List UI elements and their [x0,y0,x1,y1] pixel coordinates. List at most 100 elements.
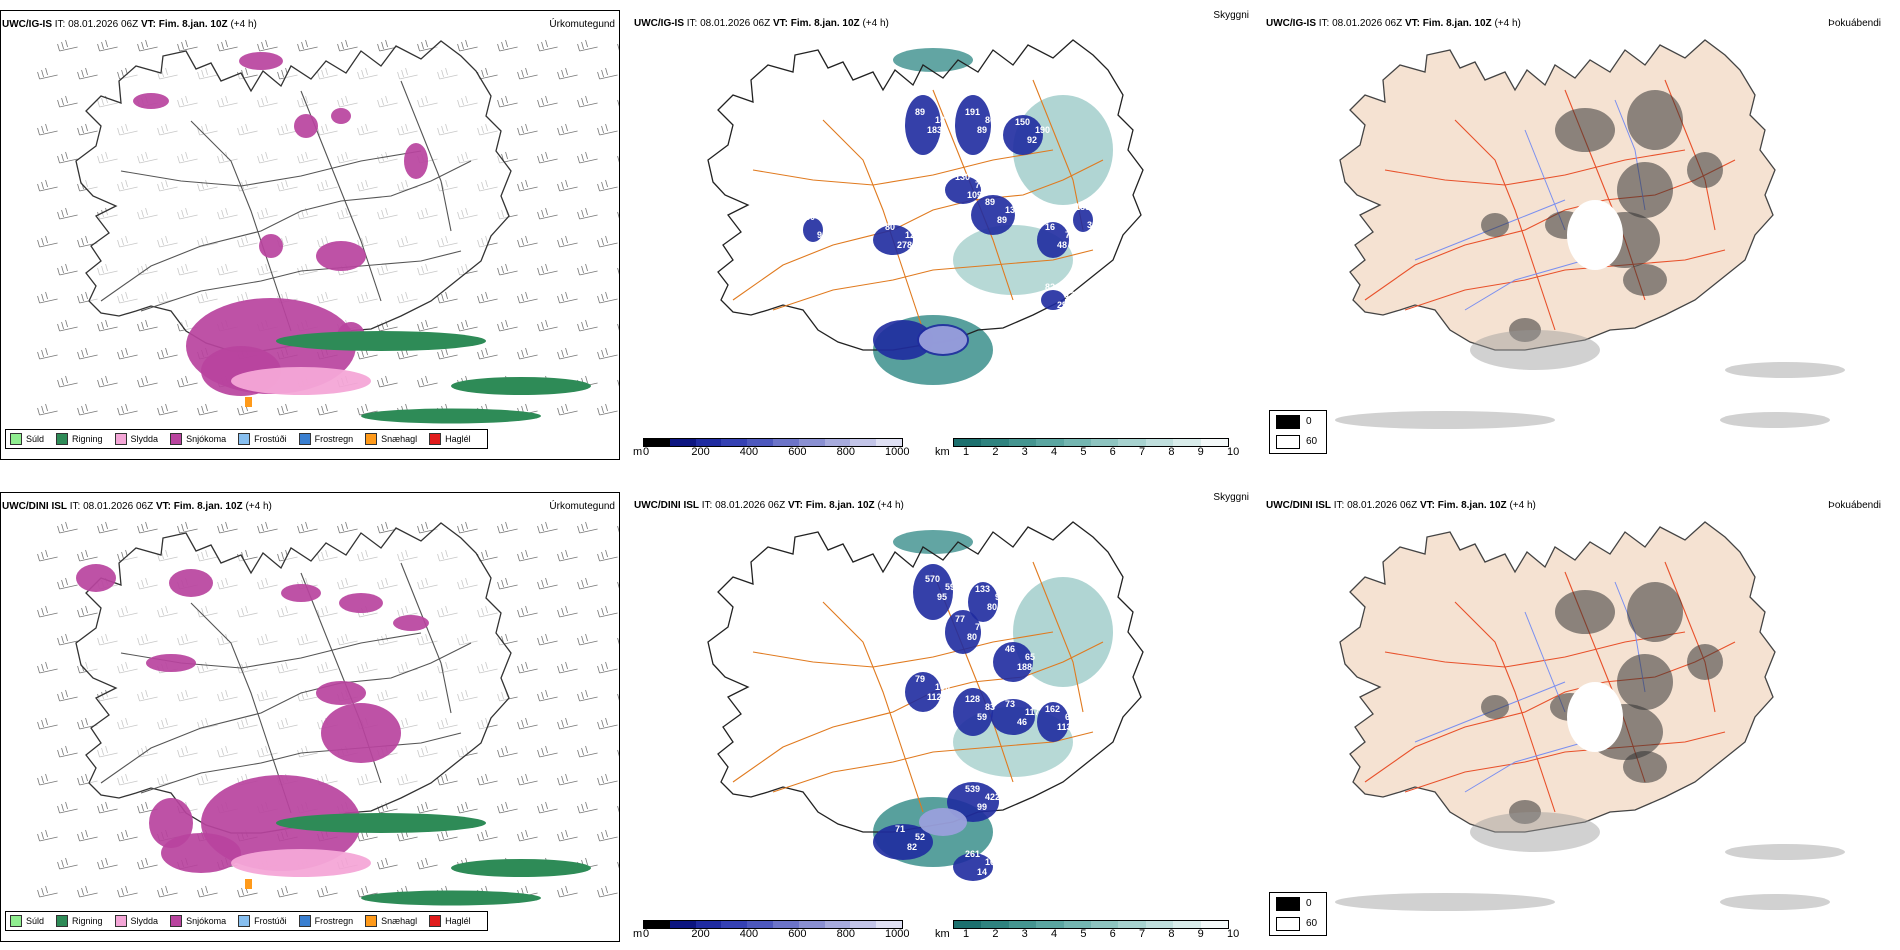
wind-barb [557,885,578,898]
legend-entry-5: Frostregn [298,915,353,927]
wind-barb [537,633,558,646]
snow-area [331,108,351,124]
precip-legend: Súld Rigning Slydda Snjókoma Frostúði Frostre… [5,429,488,449]
wind-barb [517,291,538,304]
ceiling-label: 183 [927,125,942,135]
wind-barb [617,379,619,387]
wind-barb [97,801,118,814]
precip-map [37,521,619,906]
wind-barb [157,403,178,416]
wind-barb [557,403,578,416]
wind-barb [577,801,598,814]
road-2 [1454,119,1556,331]
wind-barb [617,693,619,701]
low-cloud-area [953,688,993,736]
road-4 [1032,79,1084,231]
wind-barb [377,857,398,870]
ceiling-area [919,326,967,354]
wind-barb [617,805,619,813]
wind-barb [37,829,58,842]
low-cloud-area [873,824,933,860]
wind-barb [77,549,98,562]
legend-label: Slydda [130,434,159,444]
fog-area [1687,644,1723,680]
visibility-unit: km [935,928,950,940]
fog-map [1335,39,1845,429]
road-1 [140,250,462,312]
ceiling-label: 137 [1065,290,1080,300]
wind-barb [537,95,558,108]
low-cloud-area [955,95,991,155]
wind-barb [557,291,578,304]
wind-barb [517,235,538,248]
legend-label: Frostúði [254,434,287,444]
visibility_colorbar-tick: 3 [1021,928,1028,940]
fog-area [1555,108,1615,152]
fog-area [1623,264,1667,296]
wind-barb [77,717,98,730]
low-cloud-area [905,95,941,155]
ceiling_colorbar-segment [747,921,773,928]
fog-swatch-60 [1276,917,1300,931]
wind-barb [197,885,218,898]
wind-barb [577,689,598,702]
wind-barb [577,151,598,164]
wind-barb [517,773,538,786]
ceiling_colorbar-tick: 600 [788,446,807,458]
wind-barb [617,211,619,219]
fog-area [1481,213,1509,237]
legend-label: Frostregn [314,434,354,444]
wind-barb [117,403,138,416]
wind-barb [617,749,619,757]
ceiling-label: 82 [907,842,917,852]
ceiling-bar [643,438,903,447]
fog-area [1617,654,1673,710]
ceiling-label: 139 [1005,205,1020,215]
low-cloud-area [873,320,933,360]
ceiling-label: 46 [1017,717,1027,727]
low-cloud-area [913,564,953,620]
visibility_colorbar-segment [954,921,982,928]
visibility_colorbar-tick: 10 [1227,928,1240,940]
road-0 [100,160,472,302]
wind-barb [597,347,618,360]
ceiling_colorbar-tick: 400 [739,446,759,458]
rain-area [361,408,541,424]
legend-entry-3: Snjókoma [170,915,226,927]
visibility-colorbar: km 1 2 3 4 5 6 7 8 9 10 [935,920,1239,942]
ceiling-label: 162 [1045,704,1060,714]
panel-header: UWC/DINI ISL IT: 08.01.2026 06Z VT: Fim.… [1266,500,1536,511]
low-cloud-area [947,782,999,822]
wind-barb [37,549,58,562]
road-2 [822,119,924,331]
wind-barb [437,291,458,304]
wind-barb [597,123,618,136]
legend-label: Snæhagl [381,916,418,926]
wind-barb [497,263,518,276]
ceiling-label: 46 [1005,644,1015,654]
visibility_colorbar-segment [1145,439,1174,446]
fog-legend: 0 60 [1269,892,1327,936]
legend-swatch [170,915,183,927]
precip-type-panel: UWC/IG-IS IT: 08.01.2026 06Z VT: Fim. 8.… [0,10,620,460]
wind-barb [97,39,118,52]
wind-barb [557,67,578,80]
wind-barb [297,39,318,52]
ceiling-label: 261 [965,849,980,859]
wind-barb [417,319,438,332]
ceiling-label: 113 [1057,722,1072,732]
legend-entry-4: Frostúði [238,915,287,927]
visibility_colorbar-tick: 6 [1109,928,1116,940]
snow-area [316,681,366,705]
ceiling-label: 978 [1095,210,1110,220]
visibility_colorbar-tick: 7 [1139,928,1146,940]
legend-swatch [298,915,311,927]
wind-barb [437,773,458,786]
wind-barb [537,521,558,534]
wind-barb [597,773,618,786]
ceiling-label: 92 [1027,135,1037,145]
ceiling-label: 110 [825,220,840,230]
wind-barb [57,39,78,52]
wind-barb [97,857,118,870]
wind-barb [497,801,518,814]
